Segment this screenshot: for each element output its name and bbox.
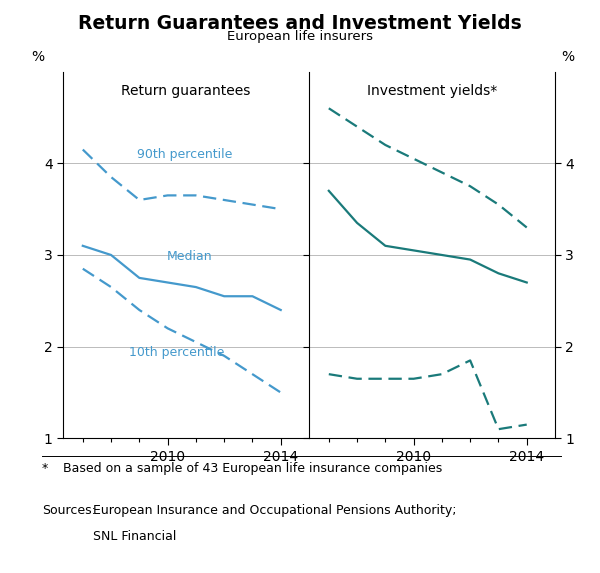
Text: 90th percentile: 90th percentile xyxy=(137,148,232,160)
Text: Investment yields*: Investment yields* xyxy=(367,84,497,99)
Text: Return guarantees: Return guarantees xyxy=(121,84,251,99)
Text: Median: Median xyxy=(166,250,212,264)
Text: %: % xyxy=(31,50,44,64)
Text: European Insurance and Occupational Pensions Authority;: European Insurance and Occupational Pens… xyxy=(93,504,457,517)
Text: *: * xyxy=(42,462,48,476)
Text: European life insurers: European life insurers xyxy=(227,30,373,43)
Text: %: % xyxy=(562,50,575,64)
Text: 10th percentile: 10th percentile xyxy=(130,346,225,359)
Text: SNL Financial: SNL Financial xyxy=(93,530,176,543)
Text: Return Guarantees and Investment Yields: Return Guarantees and Investment Yields xyxy=(78,14,522,33)
Text: Based on a sample of 43 European life insurance companies: Based on a sample of 43 European life in… xyxy=(63,462,442,476)
Text: Sources:: Sources: xyxy=(42,504,96,517)
